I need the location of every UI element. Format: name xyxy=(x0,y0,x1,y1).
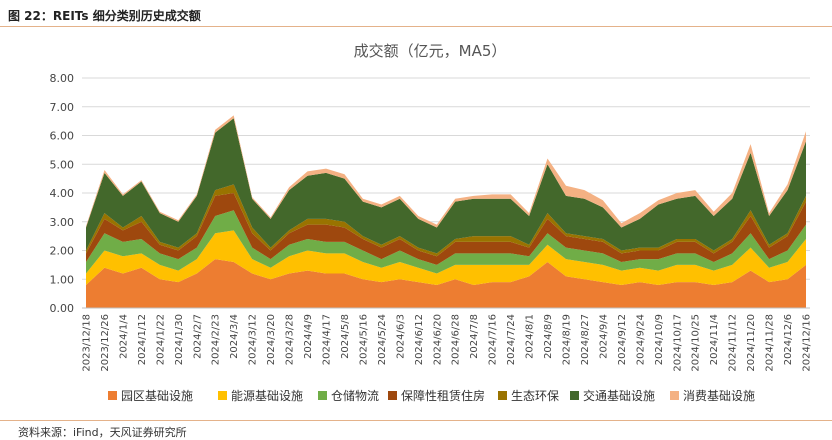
y-tick-label: 8.00 xyxy=(50,72,75,85)
stacked-area-chart: 成交额（亿元，MA5） 0.00 1.00 2.00 3.00 4.00 5.00 6.00… xyxy=(50,42,813,403)
x-tick-label: 2024/3/4 xyxy=(229,314,240,359)
x-tick-label: 2024/11/12 xyxy=(728,314,739,372)
figure-caption: 图 22：REITs 细分类别历史成交额 xyxy=(8,9,201,23)
y-tick-label: 2.00 xyxy=(50,245,75,258)
series-areas xyxy=(86,115,806,308)
x-tick-label: 2024/1/22 xyxy=(155,314,166,365)
y-axis-ticks: 0.00 1.00 2.00 3.00 4.00 5.00 6.00 7.00 8.00 xyxy=(50,72,75,315)
x-tick-label: 2024/8/1 xyxy=(525,314,536,359)
legend-swatch xyxy=(318,391,327,400)
x-tick-label: 2024/11/20 xyxy=(746,314,757,372)
x-axis: 2023/12/18 2023/12/26 2024/1/4 2024/1/12 202… xyxy=(82,307,813,372)
x-tick-label: 2024/5/24 xyxy=(377,314,388,365)
caption-divider xyxy=(0,26,832,27)
legend-swatch xyxy=(670,391,679,400)
y-tick-label: 3.00 xyxy=(50,216,75,229)
x-tick-label: 2024/12/6 xyxy=(783,314,794,365)
area-series-0 xyxy=(86,259,806,308)
x-tick-label: 2024/1/4 xyxy=(118,314,129,359)
chart-title: 成交额（亿元，MA5） xyxy=(354,42,507,60)
legend-swatch xyxy=(570,391,579,400)
x-tick-label: 2024/5/16 xyxy=(358,314,369,365)
area-series-1 xyxy=(86,230,806,285)
legend-label: 生态环保 xyxy=(511,389,559,403)
legend-swatch xyxy=(108,391,117,400)
x-tick-label: 2024/7/8 xyxy=(469,314,480,359)
legend-swatch xyxy=(498,391,507,400)
x-tick-label: 2024/1/12 xyxy=(137,314,148,365)
y-tick-label: 5.00 xyxy=(50,158,75,171)
x-tick-label: 2024/10/25 xyxy=(691,314,702,372)
legend-label: 能源基础设施 xyxy=(231,389,303,403)
x-tick-label: 2024/8/27 xyxy=(580,314,591,365)
x-tick-label: 2024/2/23 xyxy=(211,314,222,365)
y-tick-label: 0.00 xyxy=(50,302,75,315)
x-tick-label: 2024/10/17 xyxy=(672,314,683,372)
source-note: 资料来源：iFind，天风证券研究所 xyxy=(18,426,187,439)
x-tick-label: 2024/3/20 xyxy=(266,314,277,365)
legend-swatch xyxy=(218,391,227,400)
legend-swatch xyxy=(388,391,397,400)
x-tick-label: 2024/1/30 xyxy=(174,314,185,365)
x-tick-label: 2024/6/28 xyxy=(451,314,462,365)
x-tick-label: 2024/9/24 xyxy=(635,314,646,365)
area-series-3 xyxy=(86,193,806,265)
x-tick-label: 2024/11/28 xyxy=(765,314,776,372)
footer-divider xyxy=(0,420,832,421)
x-tick-label: 2024/6/20 xyxy=(432,314,443,365)
x-tick-label: 2024/8/9 xyxy=(543,314,554,359)
x-tick-label: 2023/12/18 xyxy=(82,314,93,372)
y-tick-label: 4.00 xyxy=(50,187,75,200)
x-tick-label: 2024/3/28 xyxy=(285,314,296,365)
area-series-5 xyxy=(86,118,806,254)
x-tick-label: 2024/12/16 xyxy=(802,314,813,372)
x-tick-label: 2024/9/12 xyxy=(617,314,628,365)
x-tick-label: 2023/12/26 xyxy=(100,314,111,372)
legend-label: 园区基础设施 xyxy=(121,389,193,403)
x-tick-label: 2024/4/9 xyxy=(303,314,314,359)
x-tick-label: 2024/8/19 xyxy=(562,314,573,365)
x-tick-label: 2024/6/3 xyxy=(395,314,406,359)
x-tick-label: 2024/4/17 xyxy=(322,314,333,365)
x-tick-label: 2024/9/4 xyxy=(598,314,609,359)
y-tick-label: 7.00 xyxy=(50,101,75,114)
legend-label: 仓储物流 xyxy=(331,388,379,403)
x-tick-label: 2024/7/24 xyxy=(506,314,517,365)
area-series-2 xyxy=(86,210,806,274)
legend-label: 保障性租赁住房 xyxy=(401,388,485,403)
legend: 园区基础设施 能源基础设施 仓储物流 保障性租赁住房 生态环保 交通基础设施 消费基础设施 xyxy=(108,388,755,403)
x-tick-label: 2024/3/12 xyxy=(248,314,259,365)
x-tick-label: 2024/5/8 xyxy=(340,314,351,359)
x-tick-label: 2024/6/12 xyxy=(414,314,425,365)
y-tick-label: 6.00 xyxy=(50,130,75,143)
legend-label: 消费基础设施 xyxy=(683,389,755,403)
x-tick-label: 2024/7/16 xyxy=(488,314,499,365)
x-tick-label: 2024/11/4 xyxy=(709,314,720,365)
x-tick-label: 2024/2/7 xyxy=(192,314,203,359)
y-tick-label: 1.00 xyxy=(50,273,75,286)
x-tick-label: 2024/10/9 xyxy=(654,314,665,365)
legend-label: 交通基础设施 xyxy=(583,388,655,403)
